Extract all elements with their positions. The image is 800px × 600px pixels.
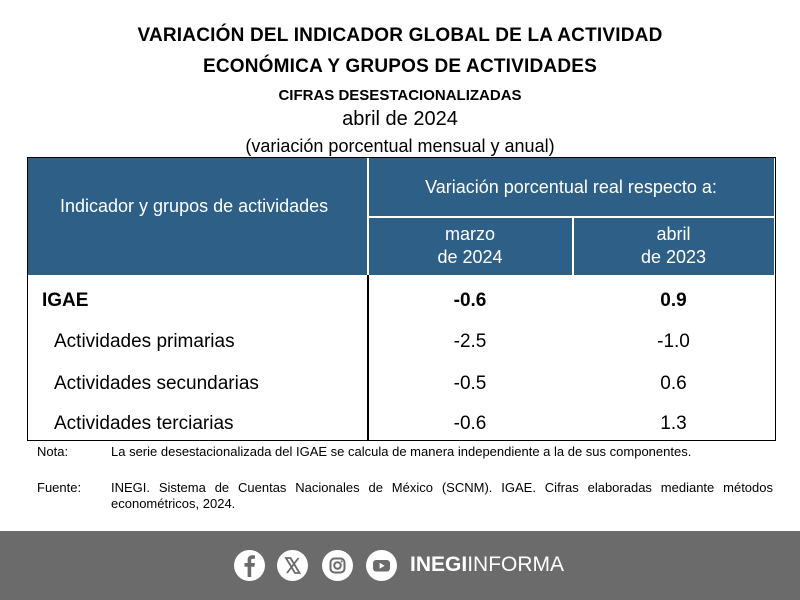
header-divider-vertical	[367, 158, 369, 275]
data-table: Indicador y grupos de actividades Variac…	[27, 157, 776, 441]
title-line-2: ECONÓMICA Y GRUPOS DE ACTIVIDADES	[202, 56, 598, 77]
row-value-march: -0.5	[453, 373, 487, 394]
row-value-april: -1.0	[657, 331, 690, 352]
header-indicator: Indicador y grupos de actividades	[60, 196, 329, 216]
source-key: Fuente:	[37, 480, 82, 495]
row-label: Actividades terciarias	[54, 413, 234, 434]
header-april-line1: abril	[656, 224, 691, 244]
unit-note: (variación porcentual mensual y anual)	[245, 136, 555, 156]
row-value-april: 0.6	[660, 373, 687, 394]
row-label: Actividades secundarias	[54, 373, 259, 394]
brand-bold: INEGI	[410, 553, 468, 576]
inegi-informa-logo: INEGIINFORMA	[410, 553, 564, 577]
facebook-icon[interactable]	[234, 550, 265, 581]
brand-light: INFORMA	[467, 553, 565, 576]
row-value-april: 0.9	[660, 290, 687, 311]
row-value-april: 1.3	[660, 413, 687, 434]
row-label: Actividades primarias	[54, 331, 235, 352]
note-key: Nota:	[37, 444, 69, 459]
header-march-line2: de 2024	[437, 247, 503, 267]
table-row: Actividades primarias -2.5 -1.0	[28, 323, 774, 363]
footer-bar: INEGIINFORMA	[0, 531, 800, 600]
youtube-icon[interactable]	[366, 550, 397, 581]
header-april-line2: de 2023	[640, 247, 707, 267]
title-line-1: VARIACIÓN DEL INDICADOR GLOBAL DE LA ACT…	[137, 25, 663, 46]
table-row: IGAE -0.6 0.9	[28, 282, 774, 322]
row-value-march: -2.5	[453, 331, 487, 352]
x-icon[interactable]	[277, 550, 308, 581]
header-divider-horizontal	[368, 216, 774, 218]
header-march-line1: marzo	[444, 224, 495, 244]
subtitle: CIFRAS DESESTACIONALIZADAS	[278, 87, 522, 104]
instagram-icon[interactable]	[322, 550, 353, 581]
source-text: INEGI. Sistema de Cuentas Nacionales de …	[111, 480, 773, 511]
row-value-march: -0.6	[453, 290, 487, 311]
period: abril de 2024	[342, 108, 458, 130]
body-divider	[367, 275, 369, 440]
header-divider-sub	[572, 216, 574, 275]
table-row: Actividades terciarias -0.6 1.3	[28, 405, 774, 445]
table-header: Indicador y grupos de actividades Variac…	[28, 158, 774, 275]
header-march-2024: marzo de 2024	[368, 217, 572, 275]
row-value-march: -0.6	[453, 413, 487, 434]
header-april-2023: abril de 2023	[573, 217, 774, 275]
table-row: Actividades secundarias -0.5 0.6	[28, 365, 774, 405]
row-label: IGAE	[42, 290, 89, 311]
note-text: La serie desestacionalizada del IGAE se …	[111, 444, 692, 459]
header-variation-group: Variación porcentual real respecto a:	[425, 176, 717, 197]
